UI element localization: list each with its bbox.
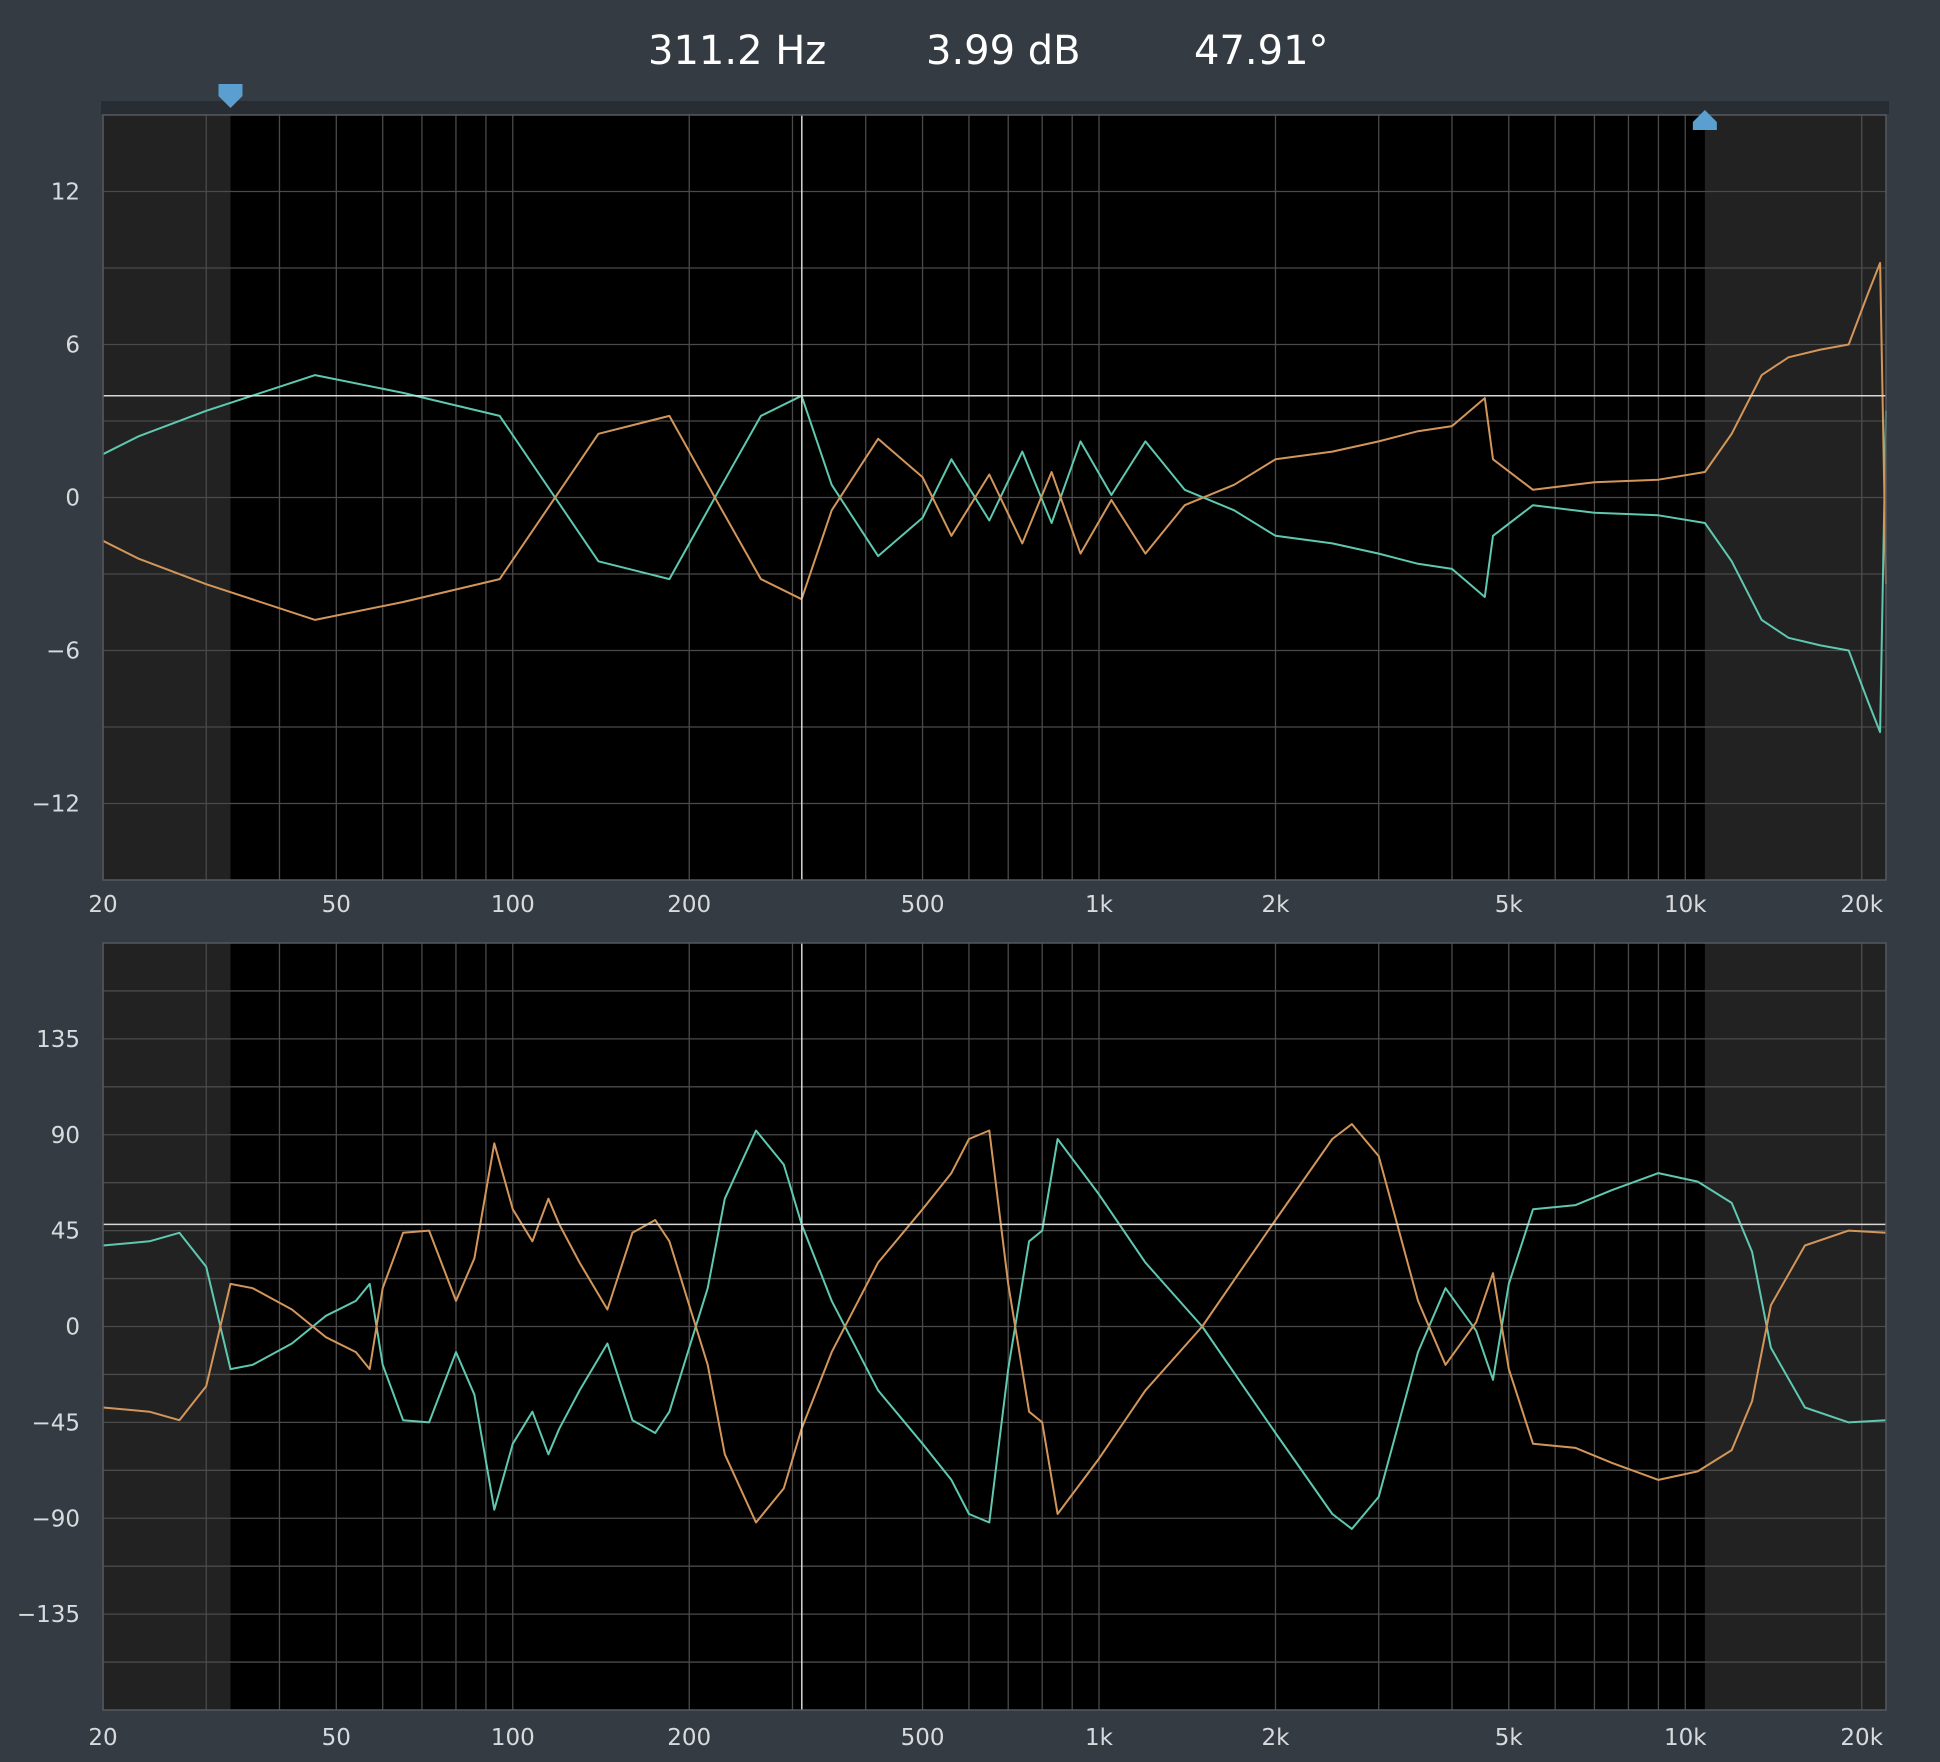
x-tick-label: 2k xyxy=(1262,1725,1291,1751)
series-line-teal xyxy=(102,1129,1887,1530)
series-line-teal xyxy=(102,374,1887,734)
x-tick-label: 200 xyxy=(667,1725,711,1751)
magnitude-panel[interactable]: 12 6 0 −6 −12 20 50 100 200 500 1k 2k 5k 10k 20k xyxy=(31,114,1887,918)
x-tick-label: 20k xyxy=(1840,1725,1883,1751)
plot-border xyxy=(102,114,1887,881)
up-triangle-marker-icon[interactable] xyxy=(1692,110,1717,130)
y-tick-label: −12 xyxy=(31,792,80,818)
phase-panel[interactable]: 135 90 45 0 −45 −90 −135 20 50 100 200 500 1k 2k 5k 10k… xyxy=(17,942,1887,1751)
y-tick-label: −6 xyxy=(46,639,80,665)
x-tick-label: 50 xyxy=(322,1725,351,1751)
down-triangle-marker-icon[interactable] xyxy=(218,84,243,108)
y-tick-label: 90 xyxy=(51,1123,80,1149)
y-tick-label: −135 xyxy=(17,1602,80,1628)
x-tick-label: 1k xyxy=(1085,892,1114,918)
x-tick-label: 5k xyxy=(1495,1725,1524,1751)
x-tick-label: 10k xyxy=(1664,1725,1707,1751)
plot-border xyxy=(102,942,1887,1711)
y-tick-label: 45 xyxy=(51,1219,80,1245)
y-tick-label: 0 xyxy=(65,486,80,512)
y-tick-label: 0 xyxy=(65,1315,80,1341)
y-tick-label: −45 xyxy=(31,1410,80,1436)
x-tick-label: 50 xyxy=(322,892,351,918)
x-tick-label: 20 xyxy=(88,892,117,918)
x-tick-label: 200 xyxy=(667,892,711,918)
range-marker-track[interactable] xyxy=(101,101,1889,114)
range-markers xyxy=(218,84,1717,130)
cursor-readout: 311.2 Hz 3.99 dB 47.91° xyxy=(0,20,1940,90)
y-tick-label: 135 xyxy=(36,1027,80,1053)
x-tick-label: 2k xyxy=(1262,892,1291,918)
x-tick-label: 500 xyxy=(901,1725,945,1751)
x-tick-label: 5k xyxy=(1495,892,1524,918)
x-tick-label: 10k xyxy=(1664,892,1707,918)
x-tick-label: 100 xyxy=(491,892,535,918)
x-tick-label: 100 xyxy=(491,1725,535,1751)
frequency-readout: 311.2 Hz xyxy=(648,28,827,74)
series-line-orange xyxy=(102,261,1887,621)
x-tick-label: 1k xyxy=(1085,1725,1114,1751)
x-tick-label: 20 xyxy=(88,1725,117,1751)
x-tick-label: 20k xyxy=(1840,892,1883,918)
x-tick-label: 500 xyxy=(901,892,945,918)
phase-readout: 47.91° xyxy=(1194,28,1329,74)
series-line-orange xyxy=(102,1123,1887,1524)
magnitude-readout: 3.99 dB xyxy=(926,28,1081,74)
y-tick-label: 6 xyxy=(65,333,80,359)
y-tick-label: 12 xyxy=(51,180,80,206)
y-tick-label: −90 xyxy=(31,1506,80,1532)
